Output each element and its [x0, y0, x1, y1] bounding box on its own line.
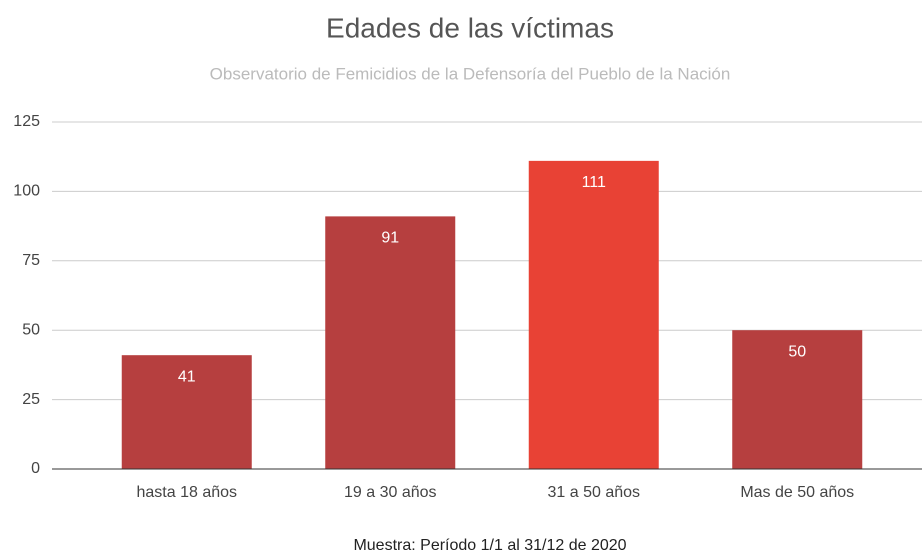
x-tick-label: Mas de 50 años — [740, 484, 854, 501]
y-tick-label: 100 — [13, 183, 40, 200]
x-axis-label: Muestra: Período 1/1 al 31/12 de 2020 — [353, 537, 626, 554]
data-label: 91 — [381, 230, 399, 247]
y-tick-label: 25 — [22, 391, 40, 408]
chart-subtitle: Observatorio de Femicidios de la Defenso… — [210, 64, 731, 83]
bar — [732, 330, 863, 469]
data-label: 41 — [178, 368, 196, 385]
data-label: 111 — [582, 174, 606, 191]
y-tick-label: 50 — [22, 321, 40, 338]
x-tick-label: 31 a 50 años — [547, 484, 640, 501]
y-tick-label: 0 — [31, 460, 40, 477]
bar — [528, 160, 659, 469]
x-tick-label: hasta 18 años — [136, 484, 237, 501]
chart-title: Edades de las víctimas — [326, 12, 614, 43]
x-tick-label: 19 a 30 años — [344, 484, 437, 501]
bar — [325, 216, 456, 469]
data-label: 50 — [788, 343, 806, 360]
y-tick-label: 75 — [22, 252, 40, 269]
y-tick-label: 125 — [13, 113, 40, 130]
bar — [121, 355, 252, 469]
